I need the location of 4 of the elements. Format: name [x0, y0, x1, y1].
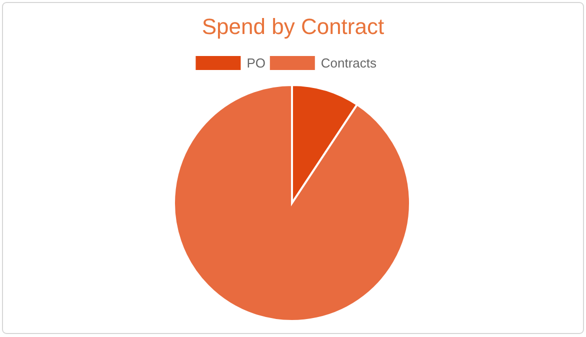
pie-slice [173, 84, 411, 322]
legend-label: Contracts [320, 56, 378, 70]
chart-title: Spend by Contract [202, 14, 384, 39]
legend-label: PO [246, 56, 266, 70]
